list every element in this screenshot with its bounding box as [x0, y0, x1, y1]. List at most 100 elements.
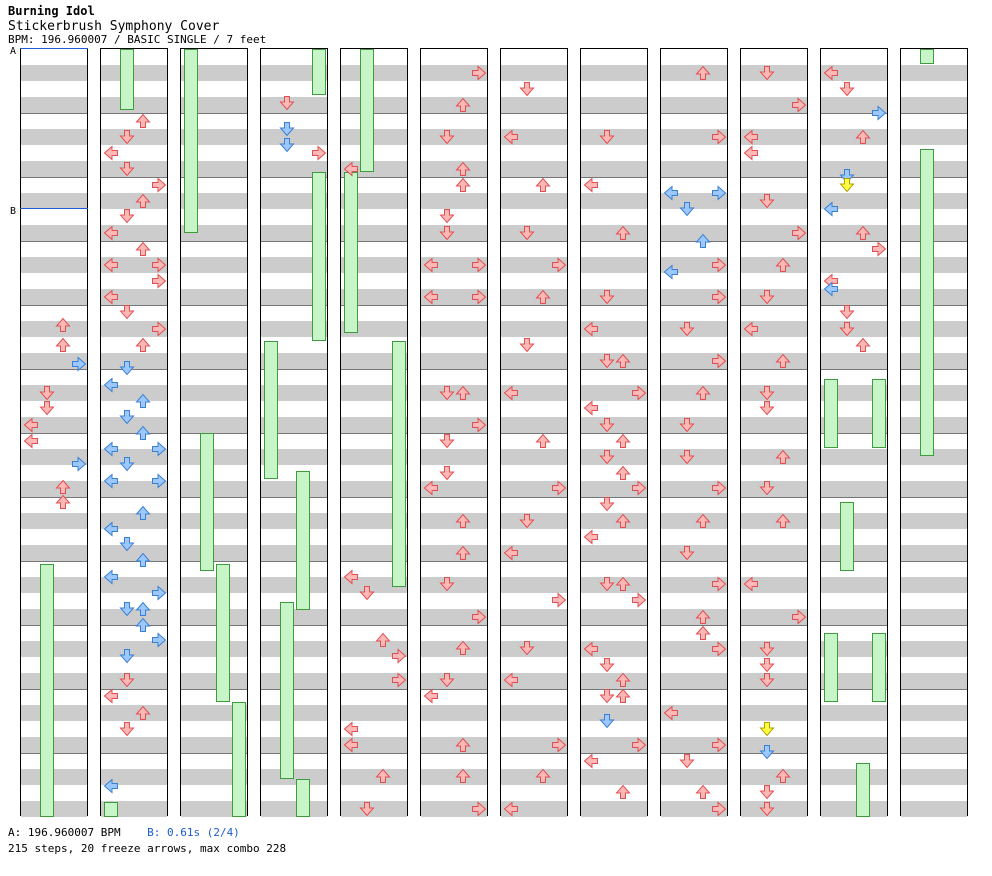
row-stripe: [661, 65, 727, 81]
freeze-arrow: [920, 49, 934, 65]
measure-line: [181, 433, 247, 434]
row-stripe: [741, 257, 807, 273]
left-arrow-icon: [663, 185, 679, 201]
row-stripe: [581, 417, 647, 433]
row-stripe: [181, 801, 247, 817]
row-stripe: [341, 769, 407, 785]
left-arrow-icon: [423, 257, 439, 273]
row-stripe: [501, 353, 567, 369]
row-stripe: [181, 353, 247, 369]
measure-line: [821, 241, 887, 242]
row-stripe: [581, 193, 647, 209]
measure-line: [501, 497, 567, 498]
measure-line: [421, 689, 487, 690]
freeze-arrow: [120, 49, 134, 111]
measure-line: [181, 113, 247, 114]
measure-line: [661, 625, 727, 626]
row-stripe: [821, 289, 887, 305]
measure-line: [501, 561, 567, 562]
measure-line: [741, 497, 807, 498]
row-stripe: [821, 577, 887, 593]
row-stripe: [901, 801, 967, 817]
down-arrow-icon: [599, 576, 615, 592]
row-stripe: [501, 513, 567, 529]
measure-line: [421, 177, 487, 178]
up-arrow-icon: [135, 552, 151, 568]
row-stripe: [181, 545, 247, 561]
right-arrow-icon: [151, 273, 167, 289]
row-stripe: [901, 321, 967, 337]
row-stripe: [101, 193, 167, 209]
down-arrow-icon: [599, 129, 615, 145]
down-arrow-icon: [759, 193, 775, 209]
row-stripe: [261, 673, 327, 689]
down-arrow-icon: [119, 409, 135, 425]
up-arrow-icon: [455, 737, 471, 753]
measure-line: [101, 689, 167, 690]
measure-line: [741, 369, 807, 370]
up-arrow-icon: [135, 193, 151, 209]
row-stripe: [261, 737, 327, 753]
row-stripe: [821, 225, 887, 241]
row-stripe: [661, 129, 727, 145]
row-stripe: [901, 353, 967, 369]
measure-line: [421, 369, 487, 370]
right-arrow-icon: [631, 737, 647, 753]
row-stripe: [421, 513, 487, 529]
measure-line: [741, 561, 807, 562]
measure-line: [421, 113, 487, 114]
left-arrow-icon: [743, 128, 759, 145]
row-stripe: [901, 641, 967, 657]
row-stripe: [741, 65, 807, 81]
row-stripe: [181, 321, 247, 337]
measure-line: [181, 625, 247, 626]
measure-line: [501, 433, 567, 434]
row-stripe: [101, 769, 167, 785]
left-arrow-icon: [583, 177, 599, 193]
measure-line: [901, 369, 967, 370]
row-stripe: [181, 481, 247, 497]
up-arrow-icon: [535, 768, 551, 784]
row-stripe: [661, 673, 727, 689]
down-arrow-icon: [759, 744, 775, 760]
measure-line: [21, 753, 87, 754]
down-arrow-icon: [679, 201, 695, 217]
left-arrow-icon: [503, 128, 519, 145]
row-stripe: [181, 257, 247, 273]
chart-measure-column: [740, 48, 808, 817]
row-stripe: [101, 225, 167, 241]
left-arrow-icon: [23, 416, 39, 433]
down-arrow-icon: [119, 161, 135, 177]
measure-line: [341, 177, 407, 178]
row-stripe: [261, 705, 327, 721]
down-arrow-icon: [119, 601, 135, 617]
row-stripe: [501, 321, 567, 337]
down-arrow-icon: [679, 753, 695, 769]
row-stripe: [821, 257, 887, 273]
row-stripe: [21, 801, 87, 817]
row-stripe: [421, 97, 487, 113]
row-stripe: [421, 609, 487, 625]
measure-line: [901, 497, 967, 498]
freeze-arrow: [312, 171, 326, 341]
up-arrow-icon: [695, 784, 711, 800]
measure-line: [101, 625, 167, 626]
row-stripe: [581, 769, 647, 785]
row-stripe: [741, 641, 807, 657]
row-stripe: [741, 513, 807, 529]
row-stripe: [501, 289, 567, 305]
down-arrow-icon: [599, 353, 615, 369]
measure-line: [261, 177, 327, 178]
row-stripe: [741, 545, 807, 561]
row-stripe: [501, 673, 567, 689]
row-stripe: [741, 705, 807, 721]
measure-line: [661, 113, 727, 114]
left-arrow-icon: [103, 688, 119, 705]
measure-line: [821, 625, 887, 626]
left-arrow-icon: [823, 281, 839, 297]
up-arrow-icon: [615, 688, 631, 704]
right-arrow-icon: [631, 385, 647, 401]
row-stripe: [421, 129, 487, 145]
row-stripe: [501, 481, 567, 497]
right-arrow-icon: [791, 224, 807, 241]
